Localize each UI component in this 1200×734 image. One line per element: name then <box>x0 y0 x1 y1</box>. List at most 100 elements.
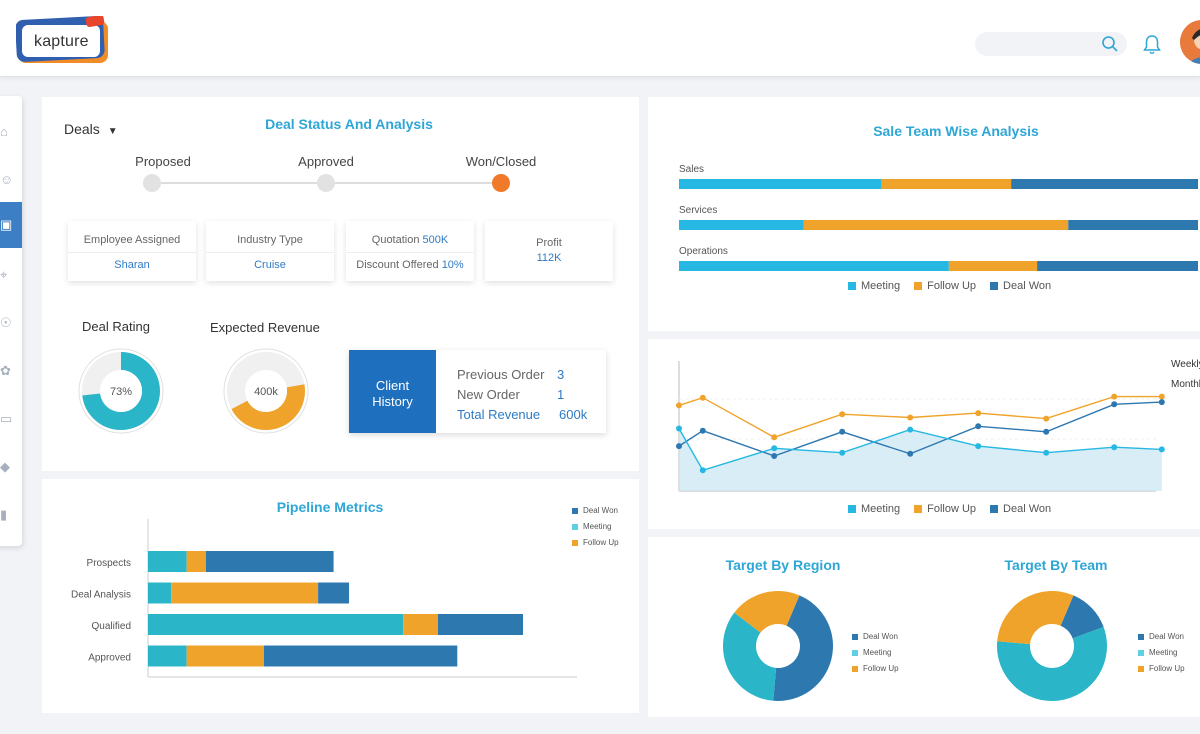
deals-dropdown[interactable]: Deals ▼ <box>64 121 118 137</box>
deal-rating-label: Deal Rating <box>82 319 150 334</box>
pipeline-bar-deal-won[interactable] <box>205 551 334 572</box>
pipeline-bar-follow-up[interactable] <box>186 551 206 572</box>
sidebar-item-2[interactable]: ▣ <box>0 202 22 248</box>
deal-rating-gauge: 73% <box>78 348 164 434</box>
trend-point-follow-up[interactable] <box>1158 393 1165 400</box>
sidebar-item-8[interactable]: ▮ <box>0 500 22 530</box>
new-order-value: 1 <box>557 387 565 402</box>
trend-point-meeting[interactable] <box>771 445 778 452</box>
kapture-logo[interactable]: kapture <box>15 14 110 66</box>
trend-point-follow-up[interactable] <box>975 410 982 417</box>
trend-point-deal-won[interactable] <box>907 450 914 457</box>
sale-team-panel: Sale Team Wise Analysis Sales Services Ope… <box>648 97 1200 331</box>
trend-point-follow-up[interactable] <box>676 402 682 409</box>
stage-dot-won-closed[interactable] <box>492 174 510 192</box>
pipeline-bar-meeting[interactable] <box>148 551 187 572</box>
trend-point-follow-up[interactable] <box>1111 393 1118 400</box>
sidebar-item-3[interactable]: ⌖ <box>0 260 22 290</box>
trend-point-meeting[interactable] <box>1043 449 1050 456</box>
sale-team-bar-deal-won[interactable] <box>1068 220 1198 230</box>
pipeline-bar-follow-up[interactable] <box>186 645 264 667</box>
contact-icon: ☉ <box>0 315 12 330</box>
sidebar-item-1[interactable]: ☺ <box>0 164 22 194</box>
bell-icon[interactable] <box>1142 34 1162 56</box>
pipeline-category-label: Prospects <box>87 558 131 569</box>
sidebar-item-7[interactable]: ◆ <box>0 452 22 482</box>
trend-point-deal-won[interactable] <box>771 453 778 459</box>
sidebar-item-6[interactable]: ▭ <box>0 404 22 434</box>
legend-meeting: Meeting <box>1138 645 1185 661</box>
sale-team-bar-follow-up[interactable] <box>881 179 1012 189</box>
stage-label-won-closed: Won/Closed <box>465 154 537 169</box>
team-title: Target By Team <box>1004 557 1108 573</box>
sale-team-bar-follow-up[interactable] <box>803 220 1069 230</box>
legend-follow-up-label: Follow Up <box>863 664 899 673</box>
client-history-title-1: Client <box>375 378 410 393</box>
donut-slice-meeting[interactable] <box>997 626 1107 701</box>
trend-point-follow-up[interactable] <box>839 411 846 418</box>
donut-slice-deal-won[interactable] <box>773 595 833 701</box>
client-history-tile[interactable]: Client History <box>349 350 436 433</box>
pipeline-bar-deal-won[interactable] <box>318 582 350 604</box>
sidebar-item-4[interactable]: ☉ <box>0 308 22 338</box>
sidebar-item-0[interactable]: ⌂ <box>0 116 22 146</box>
pipeline-bar-meeting[interactable] <box>148 645 187 667</box>
trend-point-deal-won[interactable] <box>839 428 846 435</box>
sale-team-legend: Meeting Follow Up Deal Won <box>848 280 1051 292</box>
pipeline-bar-meeting[interactable] <box>148 582 172 604</box>
trend-point-follow-up[interactable] <box>699 394 706 401</box>
pipeline-panel: Pipeline Metrics Deal Won Meeting Follow… <box>42 479 639 713</box>
search-input[interactable] <box>975 32 1127 56</box>
pipeline-bar-follow-up[interactable] <box>403 614 438 635</box>
sale-team-bar-deal-won[interactable] <box>1037 261 1198 271</box>
sale-team-bar-follow-up[interactable] <box>948 261 1038 271</box>
trend-point-follow-up[interactable] <box>771 434 778 441</box>
trend-point-deal-won[interactable] <box>1043 428 1050 435</box>
trend-point-deal-won[interactable] <box>1158 399 1165 406</box>
avatar[interactable] <box>1180 20 1200 64</box>
sale-team-bar-meeting[interactable] <box>679 220 804 230</box>
donut-slice-follow-up[interactable] <box>734 591 800 633</box>
trend-point-meeting[interactable] <box>975 443 982 450</box>
sidebar-item-5[interactable]: ✿ <box>0 356 22 386</box>
stage-dot-approved[interactable] <box>317 174 335 192</box>
stage-dot-proposed[interactable] <box>143 174 161 192</box>
donut-slice-deal-won[interactable] <box>1060 595 1104 639</box>
trend-panel: Weekly Monthly Meeting Follow Up Deal Wo… <box>648 339 1200 529</box>
donut-slice-follow-up[interactable] <box>997 591 1074 645</box>
sale-team-bar-meeting[interactable] <box>679 179 882 189</box>
home-icon: ⌂ <box>0 123 8 139</box>
trend-point-follow-up[interactable] <box>907 414 914 421</box>
trend-point-deal-won[interactable] <box>699 427 706 434</box>
search-icon[interactable] <box>1101 35 1119 53</box>
trend-point-meeting[interactable] <box>676 425 682 432</box>
user-icon: ☺ <box>0 171 14 187</box>
trend-point-meeting[interactable] <box>1158 446 1165 453</box>
pipeline-bar-meeting[interactable] <box>148 614 404 635</box>
legend-follow-up-label: Follow Up <box>583 538 619 547</box>
weekly-toggle[interactable]: Weekly <box>1171 359 1200 370</box>
pipeline-bar-deal-won[interactable] <box>437 614 523 635</box>
legend-deal-won: Deal Won <box>1138 629 1185 645</box>
pin-icon: ◆ <box>0 459 10 474</box>
trend-point-meeting[interactable] <box>839 449 846 456</box>
sale-team-bar-meeting[interactable] <box>679 261 949 271</box>
trend-point-meeting[interactable] <box>699 467 706 474</box>
trend-point-meeting[interactable] <box>1111 444 1118 451</box>
trend-point-follow-up[interactable] <box>1043 415 1050 422</box>
trend-point-deal-won[interactable] <box>676 443 682 450</box>
trend-point-deal-won[interactable] <box>1111 401 1118 408</box>
trend-point-meeting[interactable] <box>907 426 914 433</box>
pipeline-category-label: Approved <box>88 653 131 664</box>
donut-slice-meeting[interactable] <box>723 612 777 701</box>
client-history-card[interactable]: Client History Previous Order New Order … <box>349 350 606 433</box>
monthly-toggle[interactable]: Monthly <box>1171 379 1200 390</box>
employee-label: Employee Assigned <box>83 234 181 246</box>
deal-status-title: Deal Status And Analysis <box>265 116 433 132</box>
quotation-value: 500K <box>422 234 449 246</box>
pipeline-bar-follow-up[interactable] <box>171 582 319 604</box>
sale-team-bar-deal-won[interactable] <box>1011 179 1198 189</box>
pipeline-bar-deal-won[interactable] <box>263 645 458 667</box>
legend-meeting-label: Meeting <box>861 503 901 515</box>
trend-point-deal-won[interactable] <box>975 423 982 430</box>
